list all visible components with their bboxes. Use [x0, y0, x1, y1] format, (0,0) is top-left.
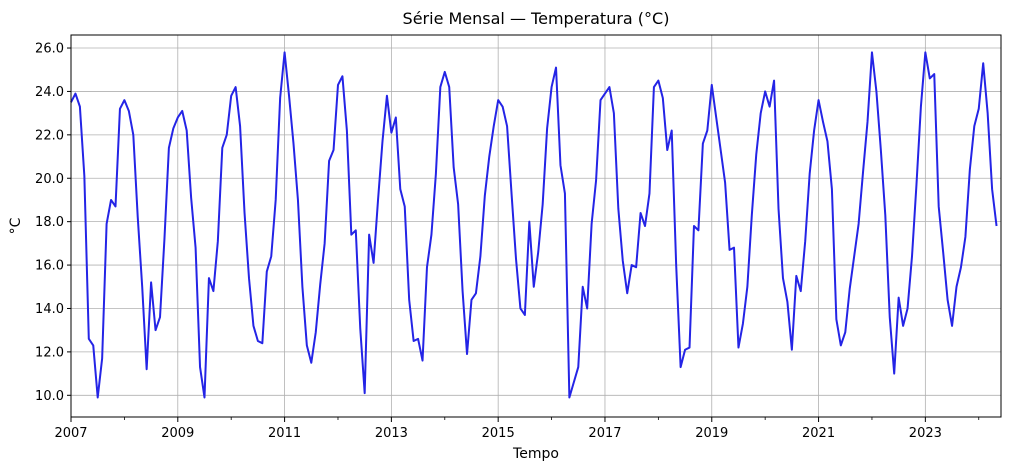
y-tick-label: 24.0 [35, 85, 64, 100]
y-tick-label: 20.0 [35, 172, 64, 187]
y-tick-label: 10.0 [35, 389, 64, 404]
x-tick-label: 2023 [909, 426, 942, 441]
x-tick-label: 2017 [588, 426, 621, 441]
x-axis-title: Tempo [512, 446, 559, 462]
x-tick-label: 2013 [375, 426, 408, 441]
x-tick-label: 2009 [161, 426, 194, 441]
y-tick-label: 18.0 [35, 215, 64, 230]
x-tick-label: 2011 [268, 426, 301, 441]
y-axis-title: °C [8, 217, 24, 234]
y-tick-label: 22.0 [35, 128, 64, 143]
chart-title: Série Mensal — Temperatura (°C) [403, 9, 670, 28]
axes: 10.0 12.0 14.0 16.0 18.0 20.0 22.0 24.0 26.0 2007… [35, 42, 980, 441]
x-tick-label: 2007 [54, 426, 87, 441]
series-line-temperatura [70, 51, 998, 399]
y-tick-label: 26.0 [35, 42, 64, 57]
grid-lines [70, 35, 1001, 417]
plot-area-frame [70, 34, 1002, 418]
y-tick-label: 16.0 [35, 259, 64, 274]
x-tick-label: 2021 [802, 426, 835, 441]
y-tick-label: 14.0 [35, 302, 64, 317]
x-tick-label: 2015 [482, 426, 515, 441]
y-tick-label: 12.0 [35, 345, 64, 360]
x-tick-label: 2019 [695, 426, 728, 441]
